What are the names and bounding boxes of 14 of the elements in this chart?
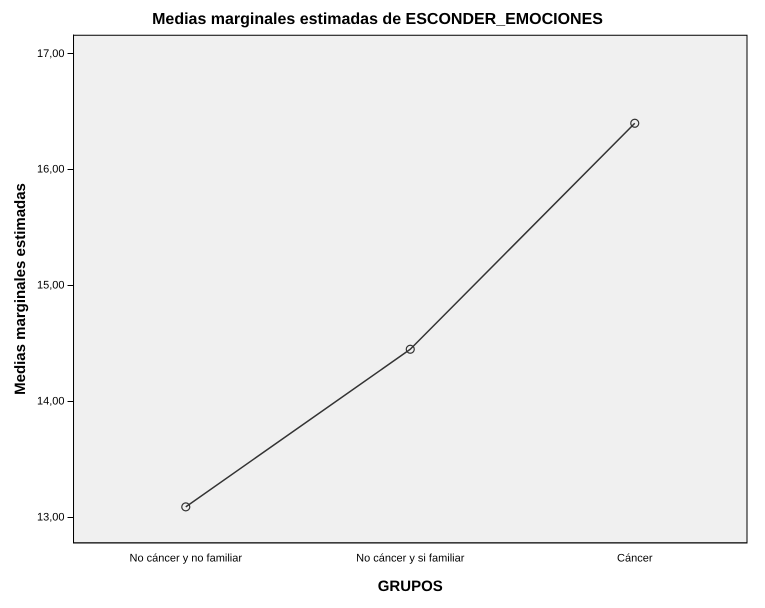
x-tick-label: No cáncer y no familiar [130, 552, 242, 564]
chart-title: Medias marginales estimadas de ESCONDER_EMOCIONES [152, 11, 604, 28]
x-tick-label: No cáncer y si familiar [356, 552, 465, 564]
y-tick-label: 13,00 [36, 511, 65, 524]
y-tick-label: 14,00 [36, 395, 65, 408]
y-tick-label: 15,00 [36, 280, 65, 292]
point [406, 344, 415, 354]
y-tick-label: 16,00 [36, 164, 65, 176]
y-axis-title: Medias marginales estimadas [12, 183, 30, 395]
point [630, 118, 640, 128]
x-axis-title: GRUPOS [378, 578, 443, 596]
x-tick-label: Cáncer [617, 552, 653, 564]
y-tick-label: 17,00 [36, 48, 65, 60]
point [181, 502, 190, 512]
